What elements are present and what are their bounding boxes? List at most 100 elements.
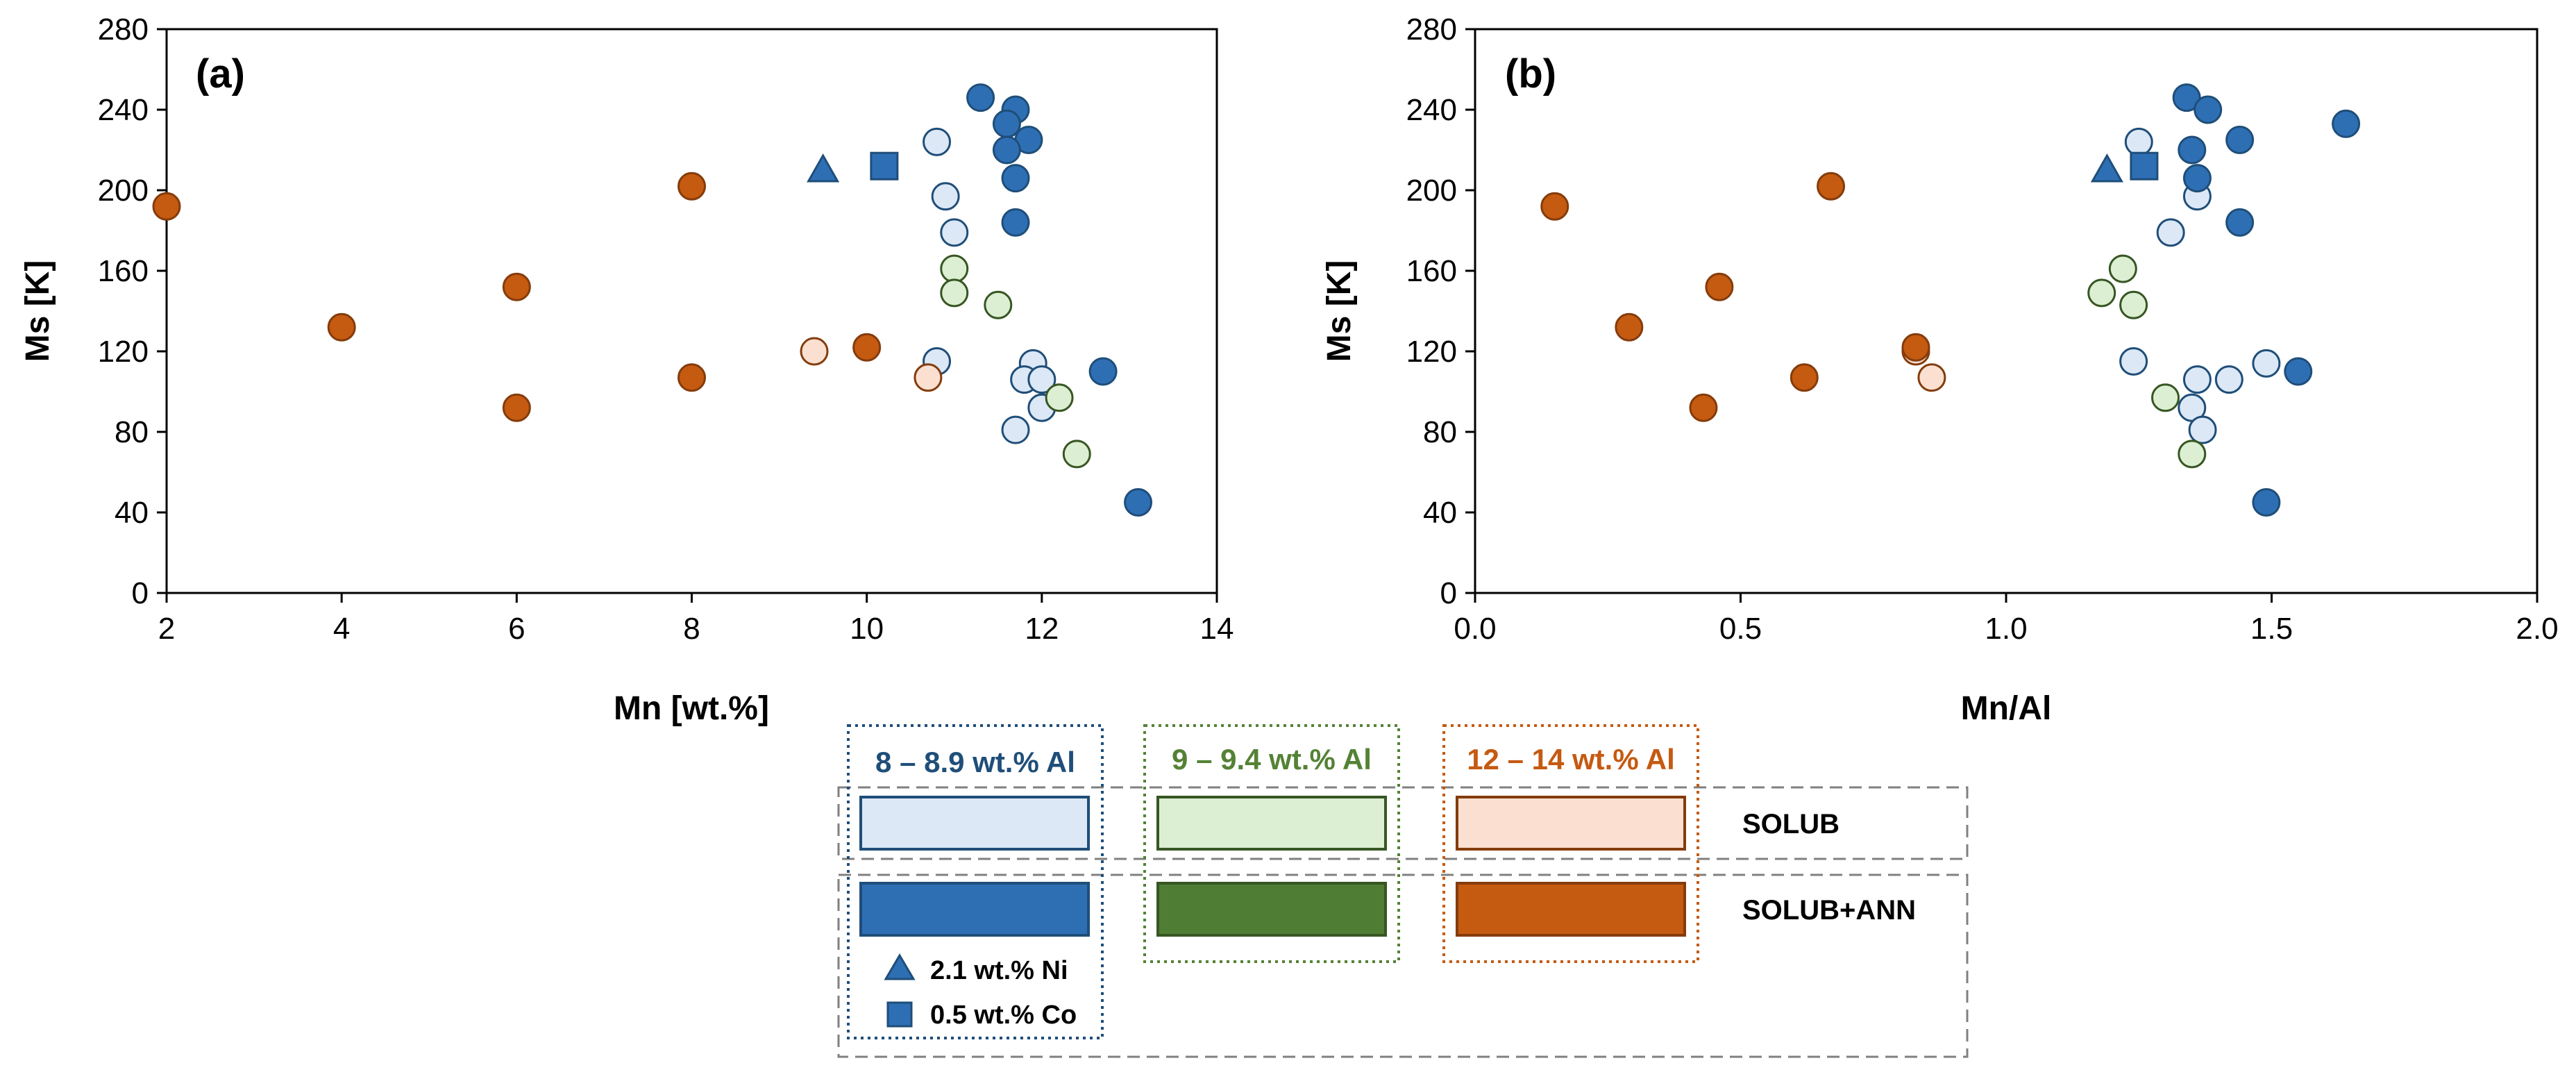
data-point-8-8-9-wt-al-solub [2119, 347, 2148, 376]
x-tick-label: 1.0 [1985, 612, 2027, 646]
plot-frame-a [165, 28, 1218, 594]
x-tick-label: 14 [1200, 612, 1234, 646]
data-point-12-14-wt-al-solub-ann [1689, 393, 1718, 422]
panel-label-b: (b) [1505, 51, 1556, 97]
data-point-9-9-4-wt-al-solub [984, 290, 1013, 319]
data-point-8-8-9-wt-al-solub-ann [2284, 357, 2313, 386]
data-point-12-14-wt-al-solub-ann [677, 172, 706, 201]
data-point-9-9-4-wt-al-solub [2087, 278, 2116, 308]
y-tick-label: 120 [98, 335, 149, 369]
legend-label-co: 0.5 wt.% Co [930, 1001, 1077, 1030]
data-points-b [1540, 83, 2361, 517]
x-tick-label: 2 [158, 612, 175, 646]
x-axis-ticks-a: 2 4 6 8 10 12 14 [158, 593, 1234, 646]
y-tick-label: 0 [1440, 576, 1457, 610]
x-tick-label: 12 [1025, 612, 1059, 646]
data-point-9-9-4-wt-al-solub [2178, 440, 2207, 469]
data-point-9-9-4-wt-al-solub [1062, 440, 1091, 469]
plot-frame-b [1474, 28, 2539, 594]
data-points-a [152, 83, 1153, 517]
data-point-8-8-9-wt-al-solub-ann [2225, 126, 2255, 154]
y-tick-label: 280 [98, 12, 149, 47]
data-point-8-8-9-wt-al-solub-ann [1124, 488, 1153, 517]
y-tick-label: 80 [1423, 415, 1457, 449]
y-tick-label: 120 [1406, 335, 1457, 369]
data-point-8-8-9-wt-al-solub [2252, 349, 2281, 378]
y-tick-label: 160 [1406, 254, 1457, 288]
data-point-8-8-9-wt-al-solub-ann [2178, 135, 2207, 165]
data-point-8-8-9-wt-al-solub [2156, 218, 2185, 247]
data-point-2-1-wt-ni [2090, 153, 2123, 183]
data-point-8-8-9-wt-al-solub-ann [2225, 208, 2255, 237]
legend-label-ni: 2.1 wt.% Ni [930, 956, 1068, 985]
data-point-8-8-9-wt-al-solub [931, 182, 960, 211]
x-tick-label: 0.0 [1454, 612, 1496, 646]
y-tick-label: 40 [1423, 496, 1457, 530]
legend-swatch-blue-solub [859, 796, 1090, 851]
chart-panel-a: 2 4 6 8 10 12 14 0 40 80 120 160 200 240 280 (a) Mn [… [19, 12, 1234, 727]
x-axis-title-b: Mn/Al [1961, 690, 2052, 727]
legend-row-frame-solub-ann [837, 873, 1969, 1058]
y-tick-label: 200 [1406, 174, 1457, 208]
data-point-12-14-wt-al-solub-ann [1790, 363, 1819, 392]
data-point-12-14-wt-al-solub-ann [677, 363, 706, 392]
x-tick-label: 8 [683, 612, 700, 646]
legend-swatch-blue-solub-ann [859, 882, 1090, 937]
data-point-8-8-9-wt-al-solub-ann [2182, 164, 2212, 193]
x-tick-label: 10 [850, 612, 884, 646]
x-tick-label: 1.5 [2250, 612, 2293, 646]
legend-group-frame-green [1143, 724, 1400, 963]
x-tick-label: 2.0 [2516, 612, 2558, 646]
data-point-12-14-wt-al-solub-ann [502, 272, 531, 301]
data-point-9-9-4-wt-al-solub [940, 278, 969, 308]
data-point-8-8-9-wt-al-solub [940, 218, 969, 247]
data-point-8-8-9-wt-al-solub [2124, 127, 2153, 156]
y-tick-label: 0 [132, 576, 149, 610]
data-point-8-8-9-wt-al-solub-ann [2194, 95, 2223, 124]
data-point-12-14-wt-al-solub-ann [502, 393, 531, 422]
y-tick-label: 160 [98, 254, 149, 288]
legend-swatch-orange-solub [1456, 796, 1686, 851]
x-tick-label: 6 [508, 612, 525, 646]
data-point-12-14-wt-al-solub [914, 363, 943, 392]
y-tick-label: 240 [1406, 93, 1457, 127]
data-point-12-14-wt-al-solub-ann [1615, 312, 1644, 342]
data-point-9-9-4-wt-al-solub [2151, 383, 2180, 412]
legend-swatch-green-solub-ann [1156, 882, 1387, 937]
y-axis-ticks-a: 0 40 80 120 160 200 240 280 [98, 12, 167, 610]
data-point-12-14-wt-al-solub-ann [852, 333, 882, 362]
legend-row-label-solub: SOLUB [1742, 809, 1840, 839]
data-point-8-8-9-wt-al-solub-ann [992, 135, 1021, 165]
data-point-8-8-9-wt-al-solub-ann [1001, 208, 1030, 237]
legend-triangle-icon [884, 953, 916, 980]
data-point-8-8-9-wt-al-solub-ann [1001, 164, 1030, 193]
legend-group-label-green: 9 – 9.4 wt.% Al [1172, 743, 1372, 776]
y-axis-title-a: Ms [K] [19, 260, 56, 362]
y-tick-label: 40 [115, 496, 149, 530]
data-point-0-5-wt-co [2130, 151, 2159, 181]
y-tick-label: 280 [1406, 12, 1457, 47]
data-point-8-8-9-wt-al-solub [2182, 365, 2212, 394]
legend-group-frame-orange [1442, 724, 1699, 963]
data-point-8-8-9-wt-al-solub-ann [1088, 357, 1118, 386]
legend-group-label-blue: 8 – 8.9 wt.% Al [875, 746, 1075, 778]
data-point-12-14-wt-al-solub-ann [1705, 272, 1734, 301]
x-axis-ticks-b: 0.0 0.5 1.0 1.5 2.0 [1454, 593, 2559, 646]
data-point-12-14-wt-al-solub-ann [327, 312, 356, 342]
data-point-12-14-wt-al-solub-ann [1817, 172, 1846, 201]
legend-row-label-solub-ann: SOLUB+ANN [1742, 895, 1916, 926]
y-tick-label: 240 [98, 93, 149, 127]
data-point-0-5-wt-co [870, 151, 899, 181]
legend-swatch-green-solub [1156, 796, 1387, 851]
y-axis-ticks-b: 0 40 80 120 160 200 240 280 [1406, 12, 1475, 610]
y-tick-label: 80 [115, 415, 149, 449]
legend-square-icon [886, 1001, 913, 1028]
data-point-9-9-4-wt-al-solub [2108, 254, 2137, 283]
data-point-12-14-wt-al-solub-ann [1540, 192, 1569, 221]
data-point-2-1-wt-ni [807, 153, 840, 183]
data-point-12-14-wt-al-solub [1917, 363, 1946, 392]
data-point-8-8-9-wt-al-solub-ann [2172, 83, 2201, 112]
data-point-8-8-9-wt-al-solub-ann [992, 109, 1021, 138]
legend-row-frame-solub [837, 786, 1969, 860]
data-point-12-14-wt-al-solub-ann [152, 192, 181, 221]
